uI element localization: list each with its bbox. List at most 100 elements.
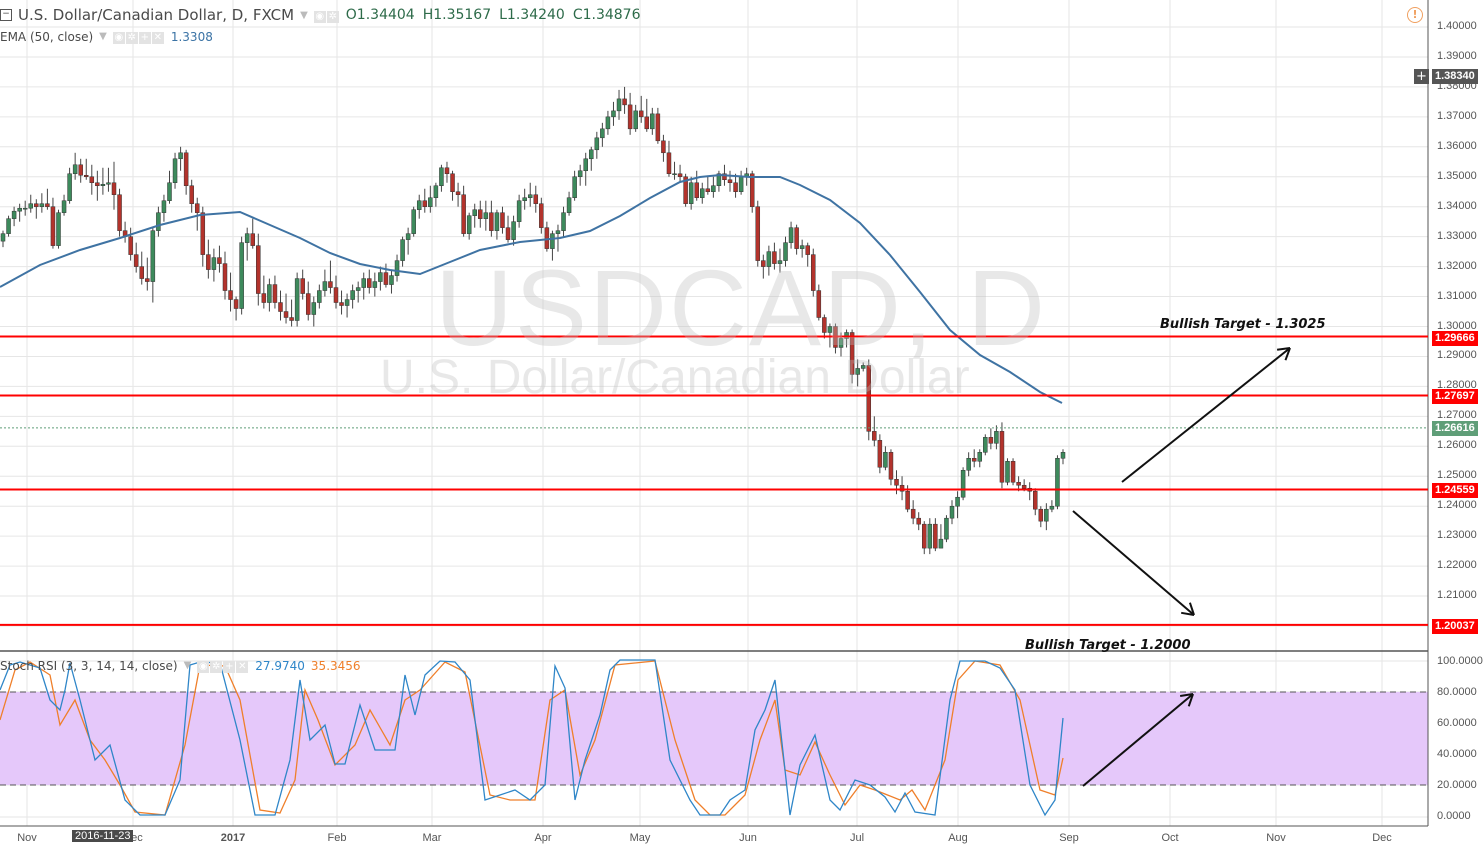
candle-body: [34, 203, 39, 207]
candle-body: [788, 227, 794, 243]
candle-body: [505, 227, 511, 240]
candle-body: [289, 317, 294, 321]
price-tick: 1.36000: [1437, 140, 1477, 152]
candle-body: [777, 260, 783, 264]
candle-body: [283, 311, 289, 318]
candle-body: [666, 152, 672, 175]
price-tick: 1.32000: [1437, 260, 1477, 272]
candle-body: [605, 116, 611, 130]
eye-icon[interactable]: ◉: [313, 10, 326, 23]
annotation-upper-target[interactable]: Bullish Target - 1.3025: [1160, 317, 1326, 332]
candle-body: [300, 278, 305, 294]
candle-body: [677, 173, 683, 178]
eye-icon[interactable]: ◉: [197, 661, 210, 673]
candle-body: [439, 167, 444, 186]
chevron-down-icon[interactable]: ▼: [300, 9, 308, 21]
candle-body: [1005, 461, 1010, 483]
candle-body: [167, 182, 172, 201]
arrow-head: [1181, 611, 1195, 616]
eye-icon[interactable]: ◉: [112, 32, 125, 44]
time-tick: Jun: [739, 832, 757, 844]
candle-body: [389, 275, 394, 285]
annotation-lower-target[interactable]: Bullish Target - 1.2000: [1025, 638, 1191, 653]
arrow-head: [1180, 693, 1194, 697]
crosshair-plus-icon[interactable]: +: [1414, 69, 1429, 84]
plus-icon[interactable]: +: [223, 661, 236, 673]
stoch-label[interactable]: Stoch RSI (3, 3, 14, 14, close): [0, 658, 178, 673]
stoch-tick: 0.0000: [1437, 810, 1471, 822]
time-tick: Aug: [948, 832, 968, 844]
candle-body: [305, 293, 311, 315]
price-tick: 1.39000: [1437, 50, 1477, 62]
candle-body: [261, 293, 267, 303]
candle-body: [1033, 490, 1038, 510]
candle-body: [22, 207, 28, 210]
ema-label[interactable]: EMA (50, close): [0, 29, 94, 44]
candle-body: [522, 197, 527, 201]
gear-icon[interactable]: ✲: [125, 32, 138, 44]
candle-body: [561, 212, 566, 231]
candle-body: [244, 233, 250, 243]
candle-body: [955, 496, 960, 507]
candle-body: [172, 158, 178, 183]
candle-body: [827, 326, 833, 333]
candle-body: [683, 176, 688, 204]
candle-body: [1044, 508, 1049, 522]
price-tick: 1.25000: [1437, 469, 1477, 481]
close-icon[interactable]: ✕: [236, 661, 249, 673]
candle-body: [899, 484, 905, 492]
candle-body: [322, 281, 328, 291]
price-tick: 1.22000: [1437, 559, 1477, 571]
time-tick: Sep: [1059, 832, 1079, 844]
chevron-down-icon[interactable]: ▼: [99, 31, 107, 42]
price-tick: 1.24000: [1437, 499, 1477, 511]
ohlc-values: O1.34404 H1.35167 L1.34240 C1.34876: [346, 7, 649, 23]
time-tick: Nov: [17, 832, 37, 844]
watermark-description: U.S. Dollar/Canadian Dollar: [380, 351, 970, 404]
gear-icon[interactable]: ✲: [210, 661, 223, 673]
arrow-head: [1284, 347, 1291, 361]
candle-body: [550, 233, 555, 249]
candle-body: [383, 272, 389, 285]
candle-body: [700, 188, 705, 198]
candle-body: [450, 173, 455, 192]
last-price-badge: 1.26616: [1432, 421, 1478, 436]
candle-body: [239, 242, 244, 309]
candle-body: [361, 278, 366, 288]
candle-body: [727, 179, 733, 183]
candle-body: [416, 200, 422, 210]
gear-icon[interactable]: ✲: [326, 10, 339, 23]
candle-body: [1055, 458, 1060, 507]
candle-body: [494, 212, 500, 231]
price-tick: 1.35000: [1437, 170, 1477, 182]
collapse-icon[interactable]: −: [0, 9, 12, 21]
stoch-k-line: [0, 659, 1064, 817]
candle-body: [772, 251, 777, 264]
candle-body: [339, 302, 344, 306]
symbol-title[interactable]: U.S. Dollar/Canadian Dollar, D, FXCM: [18, 6, 295, 24]
close-icon[interactable]: ✕: [151, 32, 164, 44]
candle-body: [533, 194, 539, 204]
candle-body: [922, 523, 927, 549]
candle-body: [555, 230, 561, 234]
candle-body: [716, 173, 722, 186]
warning-icon[interactable]: !: [1407, 7, 1423, 23]
candle-body: [311, 302, 317, 315]
candle-body: [688, 182, 694, 204]
candle-body: [355, 287, 361, 291]
candle-body: [455, 191, 461, 195]
candle-body: [250, 233, 255, 246]
candle-body: [811, 254, 816, 291]
plus-icon[interactable]: +: [138, 32, 151, 44]
candle-body: [855, 368, 860, 375]
chevron-down-icon[interactable]: ▼: [183, 660, 192, 671]
stoch-legend: Stoch RSI (3, 3, 14, 14, close) ▼ ◉ ✲ + ✕ 2…: [0, 658, 361, 673]
candle-body: [822, 317, 827, 333]
candle-body: [577, 170, 583, 177]
stoch-tick: 40.0000: [1437, 748, 1477, 760]
watermark-symbol: USDCAD, D: [435, 247, 1048, 368]
price-tick: 1.37000: [1437, 110, 1477, 122]
candle-body: [733, 182, 738, 192]
candle-body: [100, 183, 106, 186]
